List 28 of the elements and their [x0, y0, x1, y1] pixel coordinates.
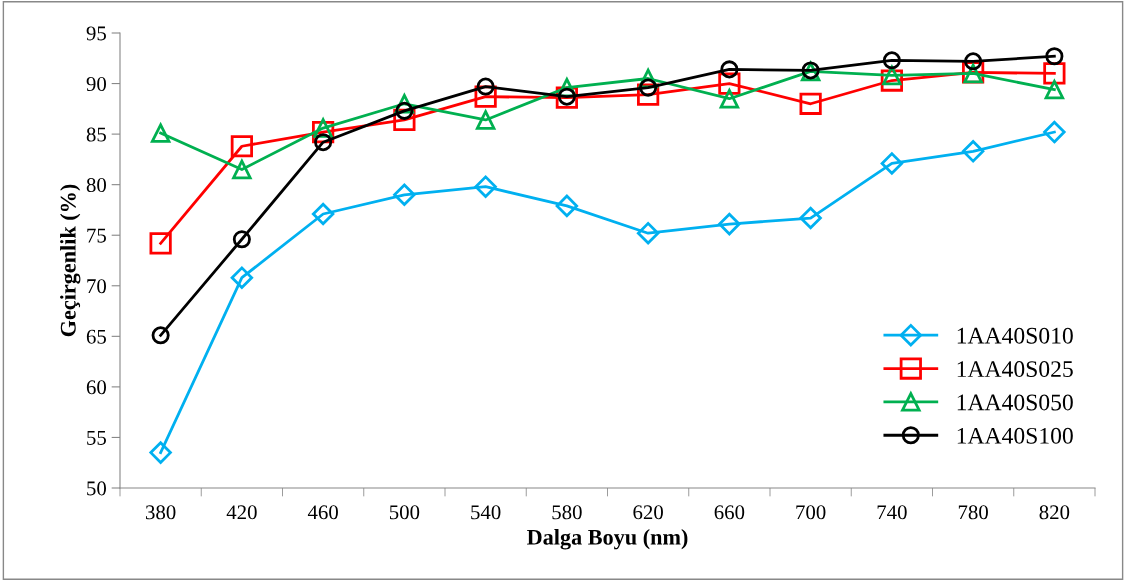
y-tick-label: 90 — [86, 76, 107, 91]
legend-label: 1AA40S100 — [957, 427, 1073, 444]
y-tick-label: 75 — [87, 228, 106, 243]
x-tick-label: 460 — [307, 505, 338, 520]
x-tick-label: 820 — [1039, 505, 1070, 520]
x-tick-label: 620 — [633, 505, 663, 520]
x-tick-label: 660 — [714, 505, 745, 520]
y-tick-label: 95 — [86, 26, 106, 41]
x-tick-label: 700 — [796, 505, 826, 520]
y-tick-label: 60 — [86, 380, 107, 395]
y-tick-label: 65 — [86, 329, 106, 344]
y-tick-label: 85 — [86, 127, 106, 142]
x-tick-label: 500 — [389, 505, 420, 520]
y-tick-label: 55 — [87, 431, 106, 445]
x-tick-label: 780 — [958, 505, 988, 520]
x-tick-label: 420 — [226, 505, 257, 520]
x-tick-label: 540 — [471, 505, 501, 520]
legend-label: 1AA40S010 — [957, 327, 1073, 344]
x-axis-title: Dalga Boyu (nm) — [527, 529, 688, 550]
x-tick-label: 740 — [877, 505, 907, 520]
x-tick-label: 580 — [552, 505, 582, 520]
legend-label: 1AA40S025 — [957, 361, 1073, 378]
y-tick-label: 50 — [87, 481, 107, 496]
y-tick-label: 80 — [86, 178, 107, 193]
legend-label: 1AA40S050 — [957, 394, 1073, 411]
y-axis-title: Geçirgenlik (%) — [60, 184, 81, 337]
y-tick-label: 70 — [87, 279, 107, 294]
x-tick-label: 380 — [146, 505, 176, 520]
